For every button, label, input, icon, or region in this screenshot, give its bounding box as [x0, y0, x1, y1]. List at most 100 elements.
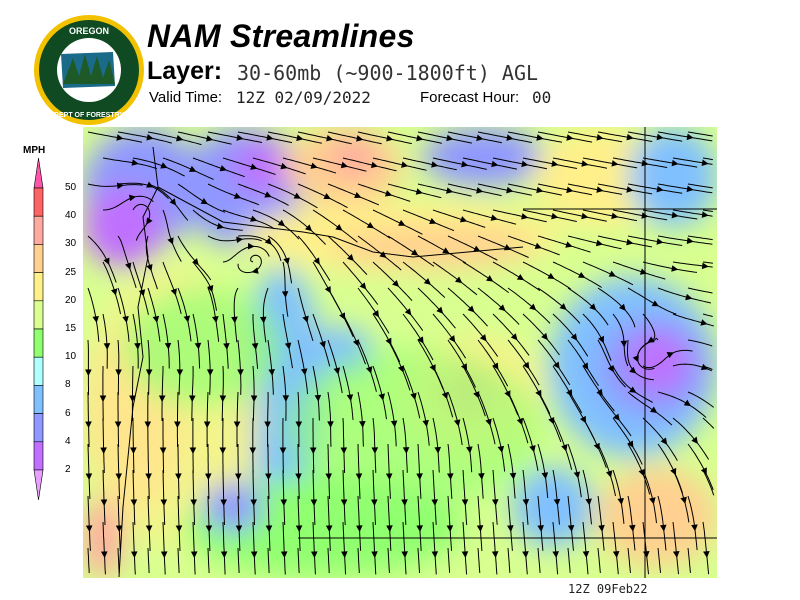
streamline — [147, 495, 151, 552]
streamline-arrow — [626, 133, 634, 141]
streamline-arrow — [204, 473, 212, 481]
streamline-arrow — [385, 473, 393, 481]
streamline-arrow — [279, 447, 287, 455]
streamline-arrow — [683, 399, 692, 407]
streamline-arrow — [366, 221, 375, 229]
streamline-arrow — [359, 420, 366, 428]
streamline — [402, 521, 407, 575]
streamline — [387, 131, 442, 144]
streamline-arrow — [158, 395, 166, 403]
streamline — [327, 547, 330, 574]
streamline — [657, 235, 713, 245]
streamline-arrow — [529, 445, 536, 453]
streamline-arrow — [446, 473, 454, 481]
streamline — [387, 391, 397, 447]
streamline-arrow — [219, 395, 227, 403]
streamline-arrow — [411, 249, 419, 256]
streamline — [477, 443, 484, 499]
streamline-arrow — [176, 134, 184, 142]
svg-text:OREGON: OREGON — [69, 26, 109, 36]
streamline — [552, 209, 607, 222]
legend-swatch — [33, 244, 44, 273]
streamline-arrow — [280, 551, 288, 559]
streamline-arrow — [536, 134, 544, 141]
streamline-arrow — [235, 525, 243, 533]
streamline-arrow — [479, 334, 487, 342]
streamline — [657, 547, 661, 573]
streamline-arrow — [130, 447, 137, 455]
streamline-arrow — [620, 340, 628, 348]
streamline — [687, 495, 698, 551]
streamline — [342, 521, 347, 575]
streamline-arrow — [485, 418, 492, 426]
streamline — [522, 313, 560, 356]
streamline-arrow — [402, 447, 410, 454]
streamline — [447, 495, 452, 551]
streamline-arrow — [410, 392, 417, 400]
streamline — [87, 183, 143, 187]
streamline — [282, 157, 337, 174]
streamline-arrow — [561, 444, 568, 452]
legend-tick: 4 — [65, 435, 71, 447]
streamline-arrow — [293, 192, 301, 199]
streamline-arrow — [453, 419, 461, 427]
streamline-arrow — [192, 258, 199, 266]
streamline — [192, 521, 196, 575]
streamline-arrow — [701, 211, 709, 218]
legend-swatch — [33, 413, 44, 443]
streamline-arrow — [265, 473, 272, 481]
streamline — [417, 287, 456, 329]
streamline — [477, 495, 483, 551]
streamline-arrow — [466, 446, 473, 454]
streamline-map[interactable] — [83, 127, 717, 578]
streamline — [597, 131, 653, 142]
streamline-arrow — [628, 524, 636, 532]
streamline — [342, 261, 379, 305]
streamline-arrow — [100, 447, 107, 455]
streamline-arrow — [115, 369, 122, 377]
streamline-arrow — [503, 244, 512, 251]
streamline-arrow — [340, 447, 348, 455]
streamline — [417, 443, 422, 499]
streamline-arrow — [611, 160, 619, 167]
streamline — [402, 313, 434, 361]
streamline-arrow — [559, 303, 567, 311]
streamline — [236, 391, 239, 447]
streamline — [117, 547, 120, 574]
streamline-arrow — [656, 133, 664, 141]
streamline — [297, 339, 309, 395]
streamline — [237, 131, 293, 144]
streamline-arrow — [582, 551, 590, 558]
streamline — [477, 339, 509, 387]
streamline-arrow — [417, 336, 424, 344]
streamline-arrow — [649, 497, 656, 505]
streamline — [657, 495, 667, 551]
streamline-arrow — [169, 198, 177, 206]
streamline — [207, 339, 211, 395]
streamline — [297, 131, 352, 145]
streamline — [567, 495, 574, 551]
streamline — [222, 313, 229, 369]
streamline — [372, 417, 377, 473]
streamline — [237, 547, 240, 574]
streamline-arrow — [325, 525, 333, 533]
streamline — [477, 547, 481, 573]
streamline-arrow — [335, 224, 343, 231]
streamline-arrow — [295, 473, 302, 481]
streamline-arrow — [491, 160, 499, 168]
streamline — [447, 235, 498, 261]
streamline — [492, 469, 498, 525]
streamline — [357, 391, 364, 447]
streamline-arrow — [566, 134, 574, 141]
streamline — [132, 261, 149, 315]
legend-swatch — [33, 300, 44, 330]
streamline — [327, 495, 331, 551]
streamline-arrow — [446, 525, 454, 533]
streamline-arrow — [175, 525, 183, 533]
streamline — [267, 444, 270, 500]
streamline-arrow — [85, 473, 93, 481]
streamline-arrow — [703, 551, 710, 558]
streamline — [402, 417, 408, 473]
streamline — [117, 182, 169, 200]
streamline — [447, 183, 502, 197]
